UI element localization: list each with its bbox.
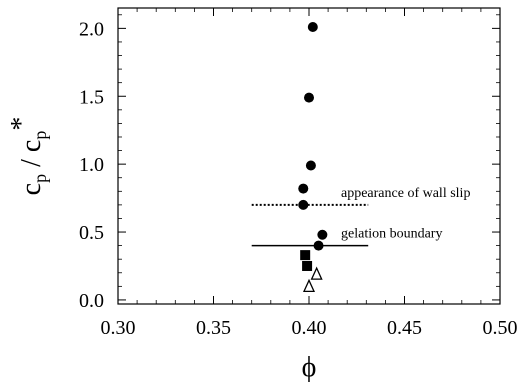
x-tick-label: 0.40 xyxy=(292,317,327,339)
annotations: appearance of wall slip gelation boundary xyxy=(251,186,470,247)
data-point-square xyxy=(300,250,311,261)
y-tick-label: 1.0 xyxy=(79,154,104,176)
wall-slip-label: appearance of wall slip xyxy=(341,186,470,201)
x-axis-title: ϕ xyxy=(302,352,317,383)
gelation-boundary-label: gelation boundary xyxy=(341,227,442,242)
y-tick-label: 0.5 xyxy=(79,222,104,244)
data-point-triangle xyxy=(302,278,316,292)
data-point-circle xyxy=(317,229,328,240)
data-point-circle xyxy=(298,199,309,210)
data-point-circle xyxy=(307,22,318,33)
data-point-circle xyxy=(305,160,316,171)
data-point-square xyxy=(302,260,313,271)
data-point-circle xyxy=(304,92,314,103)
data-point-triangle xyxy=(310,266,323,280)
x-tick-label: 0.30 xyxy=(101,317,136,339)
axis-ticks: 0.30 0.35 0.40 0.45 0.50 0.0 0.5 1.0 1.5 2.0 xyxy=(79,8,518,339)
y-axis-title: cp / cp* xyxy=(6,117,50,196)
data-point-circle xyxy=(298,183,309,194)
data-point-circle xyxy=(313,240,324,251)
y-tick-label: 2.0 xyxy=(79,18,104,40)
x-tick-label: 0.35 xyxy=(196,317,231,339)
data-points xyxy=(298,22,328,292)
y-tick-label: 1.5 xyxy=(79,86,104,108)
y-tick-label: 0.0 xyxy=(79,290,104,312)
x-tick-label: 0.50 xyxy=(483,317,518,339)
x-tick-label: 0.45 xyxy=(387,317,422,339)
